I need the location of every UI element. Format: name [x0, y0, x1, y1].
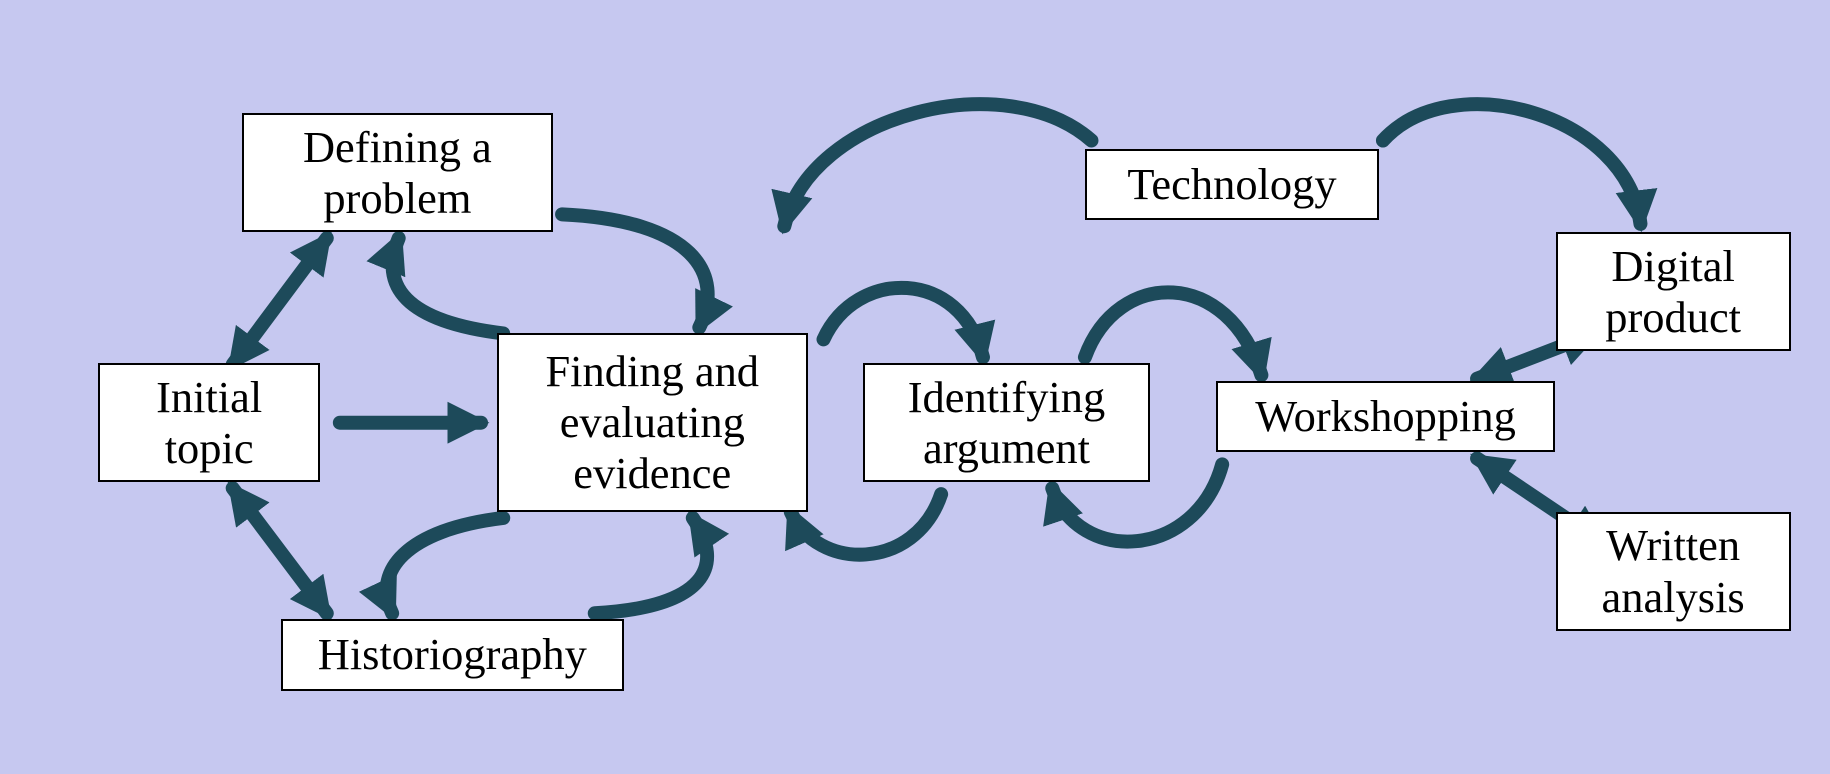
node-label: Initial topic [114, 372, 304, 474]
node-identifying: Identifying argument [863, 363, 1151, 482]
node-label: Written analysis [1572, 520, 1775, 622]
node-digital-product: Digital product [1556, 232, 1791, 351]
edge-defining-finding-down [562, 214, 708, 327]
node-finding: Finding and evaluating evidence [497, 333, 808, 512]
node-label: Identifying argument [879, 372, 1135, 474]
edge-topic-historiography [233, 488, 327, 613]
edge-defining-finding-up [393, 238, 504, 333]
node-written: Written analysis [1556, 512, 1791, 631]
node-label: Digital product [1572, 241, 1775, 343]
edge-histo-finding-down [387, 518, 504, 613]
flowchart-stage: Initial topic Defining a problem Histori… [0, 0, 1830, 774]
node-label: Historiography [318, 629, 587, 680]
node-workshopping: Workshopping [1216, 381, 1556, 452]
node-historiography: Historiography [281, 619, 623, 690]
edge-tech-digital [1383, 104, 1641, 224]
edge-histo-finding-up [595, 518, 707, 613]
node-initial-topic: Initial topic [98, 363, 320, 482]
edge-topic-defining [233, 238, 327, 364]
node-technology: Technology [1085, 149, 1379, 220]
edge-tech-finding [784, 104, 1091, 226]
node-label: Defining a problem [258, 122, 537, 224]
edge-finding-ident-top [824, 288, 983, 357]
node-label: Technology [1127, 159, 1336, 210]
node-defining: Defining a problem [242, 113, 553, 232]
node-label: Finding and evaluating evidence [513, 346, 792, 499]
edge-finding-ident-bot [791, 494, 941, 555]
node-label: Workshopping [1255, 391, 1516, 442]
